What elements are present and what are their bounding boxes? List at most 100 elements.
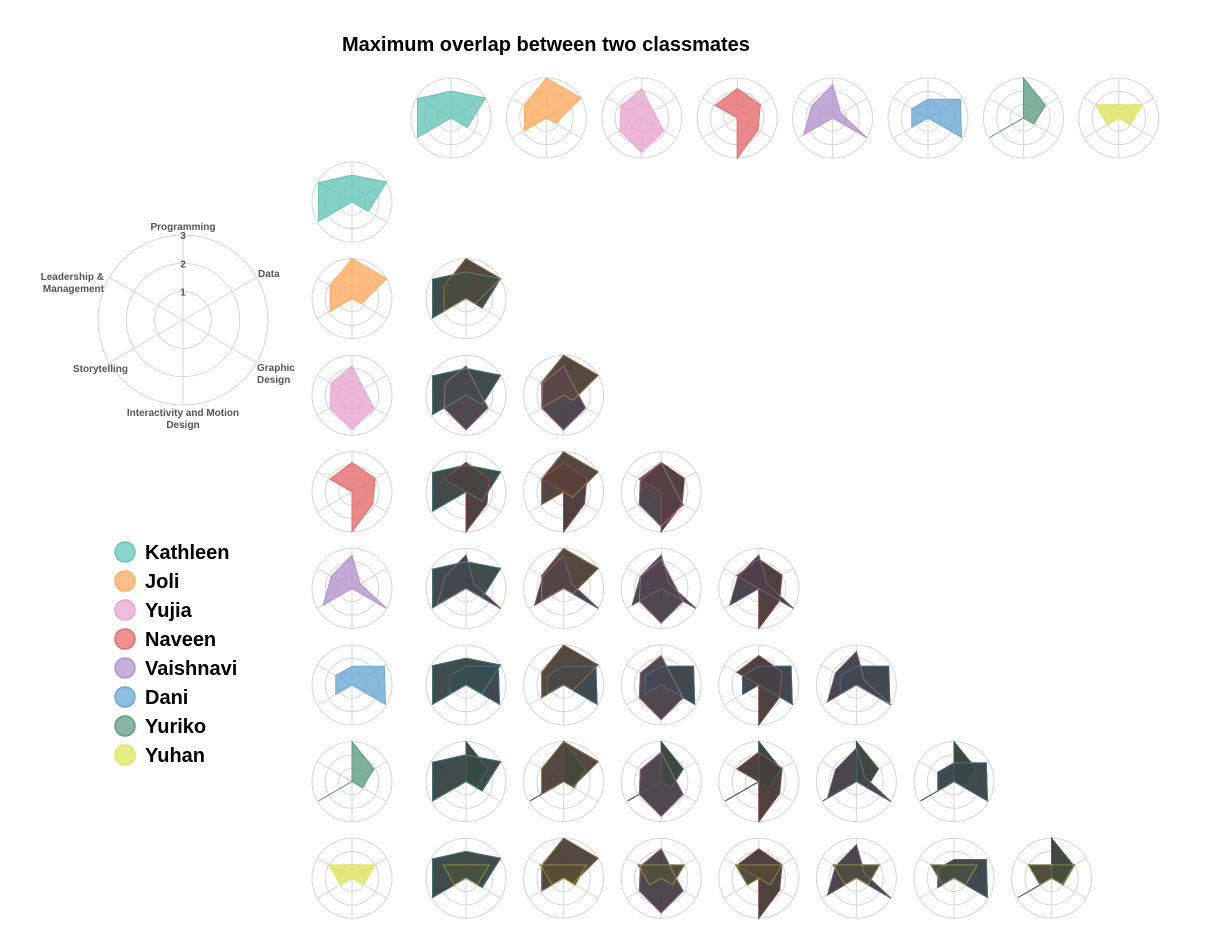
pair-radar-naveen-yujia [620, 451, 702, 534]
grid-spoke [109, 319, 184, 363]
row-radar-yuriko [311, 740, 393, 823]
pair-radar-yuriko-dani [913, 740, 995, 823]
radar-shape [318, 174, 388, 223]
top-radar-kathleen [410, 77, 492, 159]
radar-tint [529, 740, 587, 802]
radar-tint [1027, 864, 1076, 886]
axis-label-line: Leadership & [41, 272, 104, 283]
axis-label: Storytelling [73, 364, 128, 375]
radar-shape [328, 864, 376, 886]
row-radar-joli [311, 257, 393, 340]
radar-tint [541, 365, 587, 431]
row-radar-yujia [311, 354, 393, 436]
pair-radar-yuhan-dani [913, 837, 995, 919]
radar-shape [619, 87, 665, 154]
row-radar-kathleen [311, 161, 393, 243]
radar-tint [735, 558, 783, 630]
top-radar-yuhan [1078, 77, 1160, 159]
axis-label: Data [258, 269, 280, 280]
grid-spoke [702, 117, 738, 139]
pair-radar-dani-kathleen [425, 644, 507, 726]
radar-tint [839, 665, 891, 706]
radar-tint [638, 751, 684, 818]
radar-tint [742, 665, 793, 706]
radar-tint [436, 554, 501, 609]
grid-spoke [182, 319, 257, 363]
grid-spoke [317, 491, 353, 513]
legend-item: Yuhan [114, 744, 205, 767]
pair-radar-naveen-kathleen [425, 451, 507, 534]
grid-spoke [109, 277, 184, 321]
legend-label: Joli [145, 571, 179, 593]
pair-radar-vaishnavi-joli [523, 547, 605, 629]
pair-radar-yuhan-vaishnavi [815, 837, 897, 919]
top-radar-yujia [601, 77, 683, 159]
axis-label-line: Design [166, 420, 199, 431]
radar-shape [322, 554, 387, 609]
legend-item: Yujia [114, 599, 193, 622]
pair-radar-yuhan-kathleen [425, 837, 507, 919]
legend-swatch [114, 541, 136, 563]
legend-swatch [114, 715, 136, 737]
top-radar-naveen [696, 77, 778, 160]
radar-tint [627, 740, 684, 802]
radar-tint [638, 654, 684, 721]
axis-label-line: Programming [150, 222, 215, 233]
legend-item: Yuriko [114, 715, 206, 738]
radar-tint [449, 665, 501, 706]
radar-tint [644, 665, 696, 706]
legend-label: Yuhan [145, 745, 205, 767]
radar-shape [417, 90, 487, 139]
legend-label: Yuriko [145, 716, 206, 738]
chart-title: Maximum overlap between two classmates [342, 34, 750, 56]
pair-radar-yuriko-yujia [620, 740, 702, 823]
pair-radar-dani-yujia [620, 644, 702, 726]
radar-tint [631, 554, 697, 609]
radar-tint [541, 354, 600, 409]
pair-radar-yujia-joli [523, 354, 605, 436]
radar-tint [822, 740, 879, 802]
pair-radar-vaishnavi-yujia [620, 547, 702, 629]
radar-tint [638, 461, 685, 534]
radar-tint [540, 461, 588, 534]
radar-tint [443, 365, 489, 431]
pair-radar-yuriko-naveen [718, 740, 800, 824]
pair-radar-yuriko-joli [523, 740, 605, 823]
radar-tint [735, 848, 783, 920]
axis-label: Interactivity and Motion Design [127, 408, 239, 431]
legend-label: Naveen [145, 629, 216, 651]
top-radar-yuriko [982, 76, 1064, 159]
reference-grid [97, 234, 269, 406]
pair-radar-vaishnavi-naveen [718, 547, 800, 630]
pair-radar-dani-naveen [718, 644, 800, 727]
axis-label: Programming [150, 222, 215, 233]
axis-label-line: Data [258, 269, 280, 280]
grid-spoke [988, 97, 1024, 119]
row-radar-dani [311, 644, 393, 726]
radar-tint [432, 740, 489, 802]
pair-radar-yuhan-yuriko [1011, 836, 1093, 919]
row-radar-naveen [311, 451, 393, 534]
grid-spoke [317, 761, 353, 783]
legend-swatch [114, 599, 136, 621]
radar-shape [329, 257, 388, 313]
pair-radar-naveen-joli [523, 451, 605, 534]
radar-tint [725, 740, 782, 802]
tick-label-1: 1 [180, 288, 186, 299]
legend-swatch [114, 686, 136, 708]
legend-swatch [114, 628, 136, 650]
radar-tint [638, 848, 684, 914]
legend-swatch [114, 744, 136, 766]
radar-tint [442, 864, 490, 886]
axis-label-line: Interactivity and Motion [127, 408, 239, 419]
axis-label-line: Design [257, 375, 290, 386]
radar-tint [930, 864, 978, 886]
radar-tint [637, 864, 686, 886]
tick-label-3: 3 [180, 231, 186, 242]
pair-radar-joli-kathleen [425, 257, 507, 340]
radar-tint [539, 864, 588, 886]
radar-tint [443, 461, 490, 534]
radar-tint [546, 665, 598, 706]
legend-label: Dani [145, 687, 188, 709]
